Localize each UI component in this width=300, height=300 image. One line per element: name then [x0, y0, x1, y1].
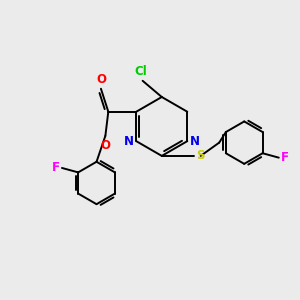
Text: F: F	[281, 151, 289, 164]
Text: N: N	[190, 135, 200, 148]
Text: O: O	[100, 140, 110, 152]
Text: F: F	[52, 161, 60, 175]
Text: O: O	[96, 73, 106, 86]
Text: S: S	[196, 149, 204, 162]
Text: Cl: Cl	[135, 65, 148, 78]
Text: N: N	[124, 135, 134, 148]
